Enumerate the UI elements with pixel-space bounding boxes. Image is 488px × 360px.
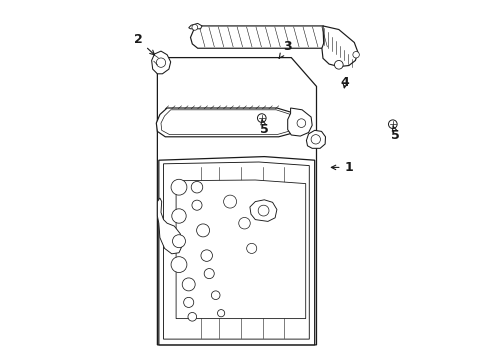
Polygon shape (151, 51, 170, 74)
Circle shape (192, 200, 202, 210)
Circle shape (217, 310, 224, 317)
Circle shape (257, 114, 265, 122)
Circle shape (204, 269, 214, 279)
Text: 2: 2 (134, 33, 154, 55)
Polygon shape (157, 198, 182, 254)
Circle shape (223, 195, 236, 208)
Circle shape (387, 120, 396, 129)
Text: 1: 1 (331, 161, 352, 174)
Polygon shape (306, 130, 325, 148)
Circle shape (211, 291, 220, 300)
Circle shape (171, 179, 186, 195)
Circle shape (238, 217, 250, 229)
Text: 5: 5 (260, 120, 268, 136)
Polygon shape (287, 108, 311, 136)
Polygon shape (249, 200, 276, 221)
Circle shape (183, 297, 193, 307)
Circle shape (187, 312, 196, 321)
Polygon shape (188, 23, 202, 29)
Polygon shape (156, 108, 298, 137)
Circle shape (172, 235, 185, 248)
Circle shape (182, 278, 195, 291)
Circle shape (171, 209, 186, 223)
Circle shape (171, 257, 186, 273)
Circle shape (201, 250, 212, 261)
Polygon shape (161, 110, 294, 135)
Polygon shape (159, 157, 314, 345)
Circle shape (352, 51, 359, 58)
Polygon shape (190, 26, 330, 48)
Polygon shape (157, 58, 316, 345)
Circle shape (310, 135, 320, 144)
Circle shape (192, 24, 197, 30)
Text: 3: 3 (279, 40, 291, 58)
Circle shape (246, 243, 256, 253)
Circle shape (191, 181, 203, 193)
Circle shape (258, 205, 268, 216)
Polygon shape (163, 162, 309, 339)
Polygon shape (176, 180, 305, 319)
Circle shape (296, 119, 305, 127)
Text: 4: 4 (340, 76, 349, 89)
Circle shape (156, 58, 165, 67)
Polygon shape (321, 26, 357, 67)
Text: 5: 5 (390, 126, 399, 141)
Circle shape (334, 60, 343, 69)
Circle shape (196, 224, 209, 237)
